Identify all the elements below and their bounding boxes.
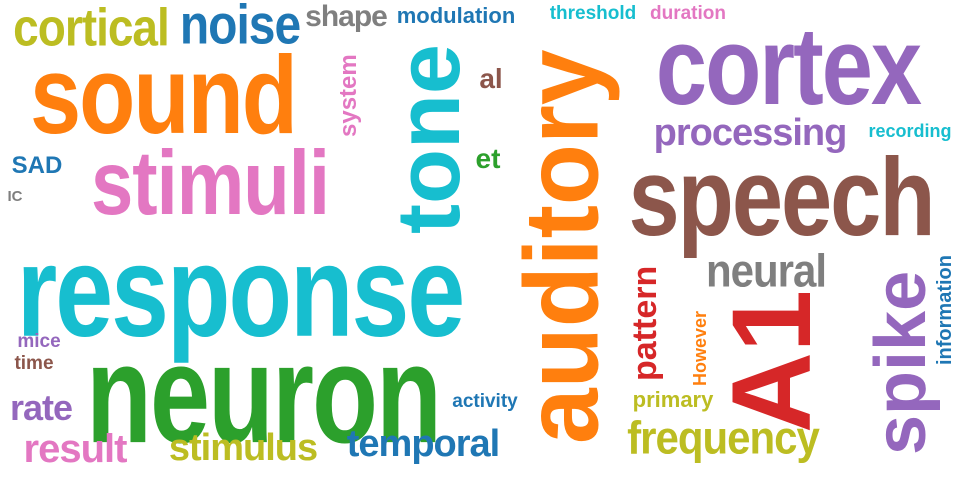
word-stimuli: stimuli (91, 132, 330, 235)
word-frequency: frequency (627, 411, 820, 464)
word-speech: speech (628, 136, 935, 260)
word-temporal: temporal (346, 423, 500, 465)
word-threshold: threshold (549, 2, 637, 24)
word-noise: noise (179, 0, 301, 56)
word-response: response (16, 219, 465, 365)
word-primary: primary (632, 387, 714, 412)
word-duration: duration (650, 2, 726, 24)
word-modulation: modulation (396, 3, 516, 28)
word-neural: neural (705, 244, 827, 297)
word-shape: shape (305, 0, 388, 33)
word-auditory: auditory (503, 49, 621, 445)
word-pattern: pattern (626, 265, 664, 381)
word-rate: rate (9, 387, 73, 428)
word-tone: tone (379, 44, 479, 234)
word-system: system (335, 54, 362, 138)
word-stimulus: stimulus (168, 427, 318, 469)
word-time: time (14, 352, 54, 374)
word-et: et (475, 143, 501, 174)
word-information: information (934, 255, 956, 365)
word-A1: A1 (709, 289, 834, 433)
word-cortical: cortical (13, 0, 170, 57)
word-activity: activity (452, 390, 518, 412)
word-result: result (23, 427, 128, 471)
word-mice: mice (17, 330, 61, 352)
word-al: al (479, 63, 503, 94)
word-recording: recording (868, 121, 952, 141)
word-IC: IC (7, 187, 23, 205)
word-SAD: SAD (11, 152, 63, 179)
word-sound: sound (30, 34, 298, 158)
word-neuron: neuron (86, 314, 442, 472)
word-However: However (690, 310, 710, 386)
word-processing: processing (653, 112, 848, 154)
word-spike: spike (861, 270, 941, 456)
word-cortex: cortex (655, 5, 922, 129)
